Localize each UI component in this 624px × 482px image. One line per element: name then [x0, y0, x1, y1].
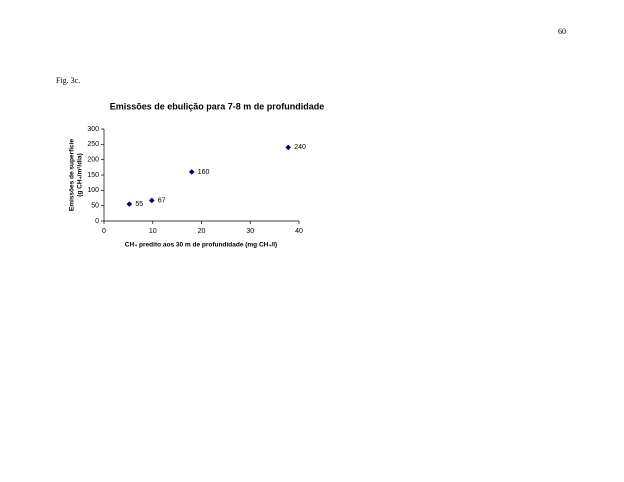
x-tick-label: 40	[295, 228, 303, 235]
data-label: 160	[198, 169, 210, 176]
chart-title: Emissões de ebulição para 7-8 m de profu…	[110, 101, 325, 111]
y-tick-label: 100	[87, 187, 99, 194]
x-tick-label: 0	[102, 228, 106, 235]
y-tick-label: 0	[95, 218, 99, 225]
x-axis-label: CH₄ predito aos 30 m de profundidade (mg…	[125, 242, 277, 249]
y-axis-label: (g CH₄/m²/dia)	[77, 153, 84, 197]
y-tick-label: 50	[91, 203, 99, 210]
data-point	[285, 144, 292, 151]
page-number: 60	[558, 27, 566, 36]
x-tick-label: 30	[246, 228, 254, 235]
x-tick-label: 10	[149, 228, 157, 235]
figure-label: Fig. 3c.	[56, 76, 81, 85]
data-label: 67	[158, 197, 166, 204]
x-tick-label: 20	[198, 228, 206, 235]
y-tick-label: 150	[87, 172, 99, 179]
data-label: 55	[135, 201, 143, 208]
data-point	[148, 197, 155, 204]
data-label: 240	[294, 144, 306, 151]
data-point	[188, 169, 195, 175]
y-tick-label: 300	[87, 126, 99, 133]
y-axis-label: Emissões de superfície	[69, 138, 76, 211]
y-tick-label: 250	[87, 141, 99, 148]
data-point	[126, 201, 133, 207]
y-tick-label: 200	[87, 157, 99, 164]
